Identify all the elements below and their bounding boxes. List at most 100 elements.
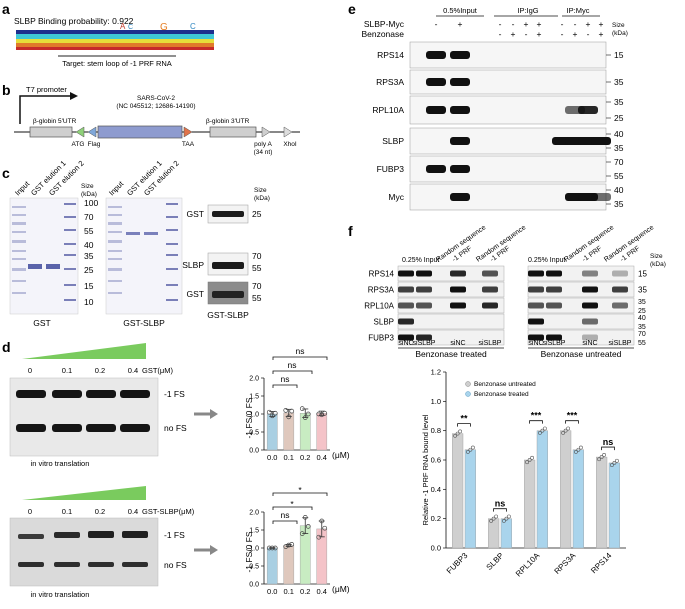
f-data-point	[538, 430, 542, 435]
f-data-point	[563, 428, 568, 433]
gst-slbp-gradient-wedge	[22, 486, 146, 500]
bar	[283, 545, 295, 585]
e-band	[591, 193, 611, 201]
x-tick-label: 0.0	[267, 587, 277, 596]
e-sign: +	[537, 19, 542, 29]
e-sign: +	[458, 19, 463, 29]
f-band	[398, 302, 414, 309]
wb-gst2-size-2: 55	[252, 293, 262, 303]
f-data-point	[615, 458, 619, 463]
f-bar	[560, 430, 572, 549]
e-blot-label: Myc	[388, 192, 404, 202]
f-size-unit: (kDa)	[650, 261, 666, 268]
d-top-band-fs: -1 FS	[164, 389, 185, 399]
x-tick-label: 0.4	[317, 587, 327, 596]
e-sign: +	[599, 19, 604, 29]
ladder-35: 35	[84, 251, 94, 261]
f-sig-bracket	[457, 423, 471, 427]
f-data-point	[576, 447, 581, 452]
f-right-sirna: siNC	[528, 340, 543, 347]
f-sig-label: ***	[567, 411, 578, 421]
flag-marker	[87, 126, 97, 138]
f-data-point	[455, 431, 460, 436]
f-right-sirna: siSLBP	[609, 340, 632, 347]
y-tick-label: 0.0	[249, 448, 259, 455]
f-data-point	[453, 433, 458, 438]
d-top-sig-brackets	[272, 356, 328, 388]
wb-slbp-size-2: 55	[252, 263, 262, 273]
f-blot-label: SLBP	[374, 318, 394, 327]
d-bottom-bar-chart: 0.0 0.5 1.0 1.5 2.0 0.0 0.1 0.2 0.4	[249, 510, 330, 596]
f-sig-bracket	[493, 508, 507, 512]
f-band	[482, 286, 498, 293]
f-band	[528, 286, 544, 293]
x-tick-label: 0.4	[317, 453, 327, 462]
data-point	[289, 542, 295, 547]
f-size-label: 70	[638, 331, 646, 338]
f-band	[546, 270, 562, 277]
f-band	[482, 302, 498, 309]
svg-text:A: A	[120, 22, 126, 31]
f-band	[546, 334, 562, 341]
data-point	[269, 413, 275, 419]
f-data-point	[561, 430, 566, 435]
e-blot-label: SLBP	[382, 136, 404, 146]
f-size-label: 25	[638, 308, 646, 315]
f-bar	[524, 459, 536, 549]
wb-gst2-label: GST	[187, 289, 204, 299]
data-point	[322, 525, 328, 531]
f-band	[612, 270, 628, 277]
f-left-sirna: siNC	[450, 340, 465, 347]
d-top-ylabel: -1 FS/0 FS	[244, 397, 254, 438]
gel2-caption: GST-SLBP	[123, 318, 165, 328]
d-top-unit-label: GST(μM)	[142, 366, 173, 375]
f-size-label: 35	[638, 286, 647, 295]
e-sign: +	[573, 29, 578, 39]
f-band	[546, 302, 562, 309]
sars-cov2-insert	[97, 125, 183, 139]
data-point	[302, 515, 308, 520]
f-left-header: 0.25% Input	[402, 257, 439, 264]
legend-dot-untreated	[465, 381, 471, 387]
y-tick-label: 1.0	[249, 546, 259, 553]
d-top-conc-1: 0.1	[62, 366, 72, 375]
f-data-point	[602, 452, 607, 457]
data-point	[316, 411, 322, 417]
f-y-tick-label: 0.8	[431, 426, 441, 435]
e-sign: -	[499, 29, 502, 39]
f-x-tick-label: RPL10A	[514, 551, 542, 579]
f-band	[450, 270, 466, 277]
svg-text:G: G	[160, 22, 168, 33]
e-band	[426, 106, 446, 114]
e-sign: +	[511, 29, 516, 39]
d-bot-xunit: (μM)	[332, 584, 350, 594]
d-top-bar-chart: 0.0 0.5 1.0 1.5 2.0 0.0 0.1 0.2 0.4	[249, 376, 330, 462]
taa-marker	[183, 126, 193, 138]
e-sign: +	[586, 19, 591, 29]
f-x-tick-label: RPS3A	[552, 551, 577, 576]
insert-label-2: (NC 045512; 12686-14190)	[116, 103, 195, 110]
d-bot-conc-1: 0.1	[62, 507, 72, 516]
f-band	[582, 270, 598, 277]
f-y-tick-label: 1.0	[431, 397, 441, 406]
f-sig-bracket	[565, 420, 579, 424]
atg-label: ATG	[72, 141, 85, 148]
f-blot-label: RPS3A	[368, 286, 395, 295]
wb-slbp: SLBP 70 55	[182, 251, 262, 276]
f-y-tick-label: 1.2	[431, 368, 441, 377]
f-x-tick-label: SLBP	[485, 551, 506, 572]
f-band	[450, 302, 466, 309]
e-group-igg: IP:IgG	[517, 6, 538, 15]
e-band	[450, 106, 470, 114]
wb-gst-2: GST 70 55	[187, 281, 262, 305]
f-data-point	[506, 514, 511, 519]
f-size-header: Size	[650, 253, 663, 260]
f-data-point	[574, 450, 578, 454]
e-sign: -	[435, 19, 438, 29]
f-data-point	[579, 445, 583, 450]
e-band	[450, 193, 470, 201]
coomassie-gel-gst-slbp	[105, 197, 183, 315]
wb-gst-label: GST	[187, 209, 204, 219]
f-data-point	[491, 516, 496, 521]
panel-label-d: d	[2, 339, 11, 355]
